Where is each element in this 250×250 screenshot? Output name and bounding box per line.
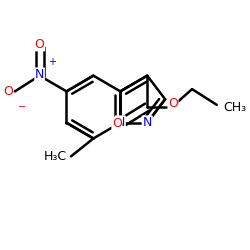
Text: −: −: [18, 102, 26, 112]
Text: +: +: [48, 57, 56, 67]
Text: CH₃: CH₃: [224, 100, 246, 114]
Text: N: N: [35, 68, 44, 81]
Text: O: O: [168, 97, 178, 110]
Text: H₃C: H₃C: [43, 150, 66, 163]
Text: O: O: [112, 118, 122, 130]
Text: O: O: [35, 38, 44, 51]
Text: O: O: [3, 85, 13, 98]
Text: N: N: [116, 116, 125, 129]
Text: N: N: [142, 116, 152, 129]
